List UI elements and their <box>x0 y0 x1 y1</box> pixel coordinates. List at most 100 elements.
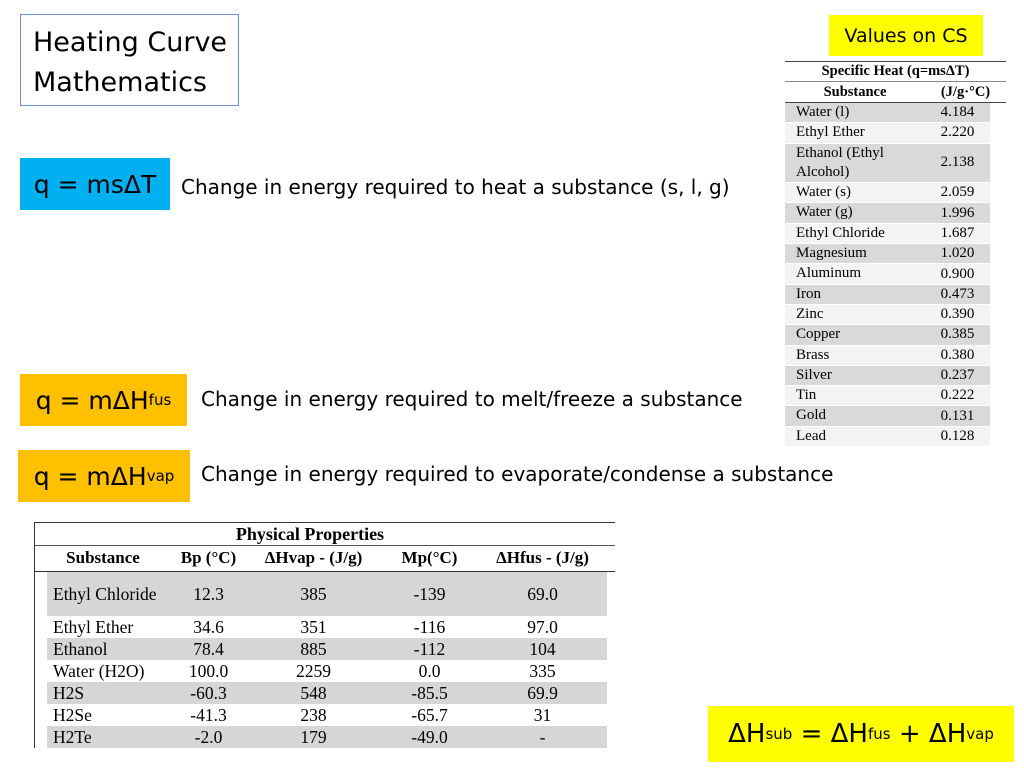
specific-heat-table-title: Specific Heat (q=msΔT) <box>785 61 1006 81</box>
pp-substance: Ethyl Ether <box>53 616 134 637</box>
pp-boiling-point: -2.0 <box>194 726 223 747</box>
fusion-equation-main: q = mΔH <box>35 385 149 415</box>
specific-heat-value: 0.390 <box>925 304 990 325</box>
vaporization-equation-main: q = mΔH <box>33 461 147 491</box>
pp-boiling-point: 100.0 <box>188 660 229 681</box>
pp-heat-of-vaporization: 385 <box>300 583 327 604</box>
specific-heat-value: 0.385 <box>925 325 990 345</box>
pp-heat-of-fusion: 97.0 <box>527 616 558 637</box>
pp-substance: H2S <box>53 682 85 703</box>
vaporization-equation: q = mΔH vap <box>18 450 190 502</box>
table-row: Lead 0.128 <box>785 426 1006 448</box>
pp-header-mp: Mp(°C) <box>401 548 458 567</box>
pp-boiling-point: 12.3 <box>193 583 224 604</box>
pp-substance: Ethanol <box>53 638 108 659</box>
table-row: Water (H2O) 100.0 2259 0.0 335 <box>47 660 607 682</box>
pp-header-substance: Substance <box>66 548 140 567</box>
specific-heat-value: 2.138 <box>925 143 990 183</box>
specific-heat-substance: Water (s) <box>785 183 925 203</box>
specific-heat-substance: Iron <box>785 284 925 304</box>
pp-heat-of-fusion: 69.9 <box>527 682 558 703</box>
specific-heat-value: 1.020 <box>925 244 990 264</box>
specific-heat-value: 0.237 <box>925 365 990 386</box>
specific-heat-substance: Water (g) <box>785 203 925 223</box>
pp-substance: Ethyl Chloride <box>53 583 157 604</box>
table-row: Ethyl Ether 34.6 351 -116 97.0 <box>47 616 607 638</box>
specific-heat-table-header: Substance (J/g·°C) <box>785 81 1006 103</box>
specific-heat-substance: Zinc <box>785 304 925 325</box>
pp-heat-of-fusion: 31 <box>533 704 552 725</box>
pp-header-hvap: ΔHvap - (J/g) <box>264 548 363 567</box>
physical-properties-body: Ethyl Chloride 12.3 385 -139 69.0 Ethyl Ether… <box>35 572 615 748</box>
pp-substance: Water (H2O) <box>53 660 145 681</box>
table-row: Iron 0.473 <box>785 284 1006 305</box>
pp-boiling-point: 34.6 <box>193 616 224 637</box>
title-line-1: Heating Curve <box>33 27 228 58</box>
pp-melting-point: -112 <box>413 638 446 659</box>
physical-properties-header: Substance Bp (°C) ΔHvap - (J/g) Mp(°C) Δ… <box>35 546 615 572</box>
physical-properties-table: Physical Properties Substance Bp (°C) ΔH… <box>34 522 615 748</box>
pp-heat-of-vaporization: 238 <box>300 704 327 725</box>
table-row: Water (l) 4.184 <box>785 103 1006 124</box>
specific-heat-value: 0.473 <box>925 284 990 304</box>
specific-heat-substance: Water (l) <box>785 103 925 123</box>
cs-note-label: Values on CS <box>829 15 983 56</box>
specific-heat-substance: Gold <box>785 406 925 426</box>
table-row: H2S -60.3 548 -85.5 69.9 <box>47 682 607 704</box>
specific-heat-table-body: Water (l) 4.184 Ethyl Ether 2.220 Ethanol (E… <box>785 103 1006 448</box>
table-row: Zinc 0.390 <box>785 304 1006 326</box>
table-row: Tin 0.222 <box>785 386 1006 407</box>
table-row: Water (s) 2.059 <box>785 183 1006 204</box>
pp-heat-of-vaporization: 885 <box>300 638 327 659</box>
specific-heat-substance: Ethanol (Ethyl Alcohol) <box>785 143 925 183</box>
sub-term-a-subscript: sub <box>765 725 793 743</box>
table-row: Magnesium 1.020 <box>785 244 1006 265</box>
table-row: H2Te -2.0 179 -49.0 - <box>47 726 607 748</box>
specific-heat-value: 1.996 <box>925 203 990 223</box>
pp-melting-point: -139 <box>413 583 446 604</box>
pp-boiling-point: 78.4 <box>193 638 224 659</box>
specific-heat-value: 0.222 <box>925 386 990 406</box>
title-line-2: Mathematics <box>33 67 207 98</box>
table-row: Gold 0.131 <box>785 406 1006 427</box>
specific-heat-substance: Ethyl Ether <box>785 123 925 143</box>
table-row: Copper 0.385 <box>785 325 1006 346</box>
specific-heat-value: 0.131 <box>925 406 990 426</box>
sublimation-equation: ΔH sub = ΔH fus + ΔH vap <box>708 706 1014 762</box>
specific-heat-value: 0.900 <box>925 264 990 284</box>
specific-heat-value: 1.687 <box>925 223 990 244</box>
pp-heat-of-fusion: 104 <box>529 638 556 659</box>
specific-heat-value: 0.380 <box>925 345 990 365</box>
pp-heat-of-vaporization: 351 <box>300 616 327 637</box>
pp-boiling-point: -60.3 <box>190 682 227 703</box>
table-row: Water (g) 1.996 <box>785 203 1006 224</box>
table-row: Ethyl Chloride 12.3 385 -139 69.0 <box>47 572 607 616</box>
table-row: H2Se -41.3 238 -65.7 31 <box>47 704 607 726</box>
sub-term-c: + ΔH <box>890 719 967 749</box>
table-row: Brass 0.380 <box>785 345 1006 366</box>
specific-heat-substance: Lead <box>785 426 925 447</box>
pp-substance: H2Te <box>53 726 92 747</box>
pp-header-bp: Bp (°C) <box>180 548 237 567</box>
pp-heat-of-fusion: 69.0 <box>527 583 558 604</box>
pp-melting-point: -49.0 <box>411 726 448 747</box>
pp-melting-point: -116 <box>413 616 446 637</box>
sub-term-b: = ΔH <box>792 719 868 749</box>
specific-heat-value: 2.220 <box>925 123 990 143</box>
specific-heat-value: 2.059 <box>925 183 990 203</box>
physical-properties-title: Physical Properties <box>35 523 615 546</box>
specific-heat-table: Specific Heat (q=msΔT) Substance (J/g·°C… <box>785 61 1006 448</box>
specific-heat-substance: Copper <box>785 325 925 345</box>
heat-equation-description: Change in energy required to heat a subs… <box>181 175 730 199</box>
table-row: Ethyl Chloride 1.687 <box>785 223 1006 245</box>
sub-term-c-subscript: vap <box>966 725 994 743</box>
sub-term-a: ΔH <box>728 719 766 749</box>
pp-heat-of-vaporization: 179 <box>300 726 327 747</box>
specific-heat-substance: Aluminum <box>785 264 925 284</box>
specific-heat-substance: Silver <box>785 365 925 386</box>
pp-heat-of-vaporization: 2259 <box>296 660 331 681</box>
table-row: Ethanol (Ethyl Alcohol) 2.138 <box>785 143 1006 184</box>
table-row: Silver 0.237 <box>785 365 1006 387</box>
pp-melting-point: 0.0 <box>418 660 441 681</box>
vaporization-subscript: vap <box>146 467 175 485</box>
